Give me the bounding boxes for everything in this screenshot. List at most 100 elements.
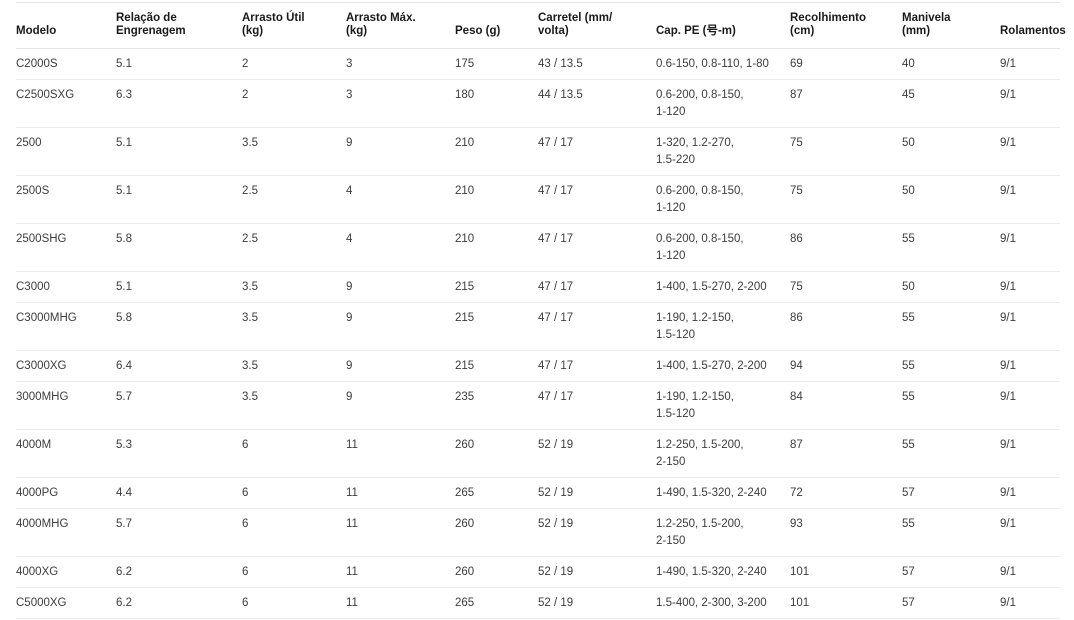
cell-cap_pe: 1-490, 1.5-320, 2-240	[656, 556, 790, 588]
cell-carretel: 47 / 17	[538, 223, 656, 272]
column-header-modelo: Modelo	[16, 2, 116, 49]
table-row: 4000MHG 5.7 6 11 260 52 / 19 1.2-250, 1.5-200,…	[16, 508, 1060, 557]
table-row: C3000XG 6.4 3.5 9 215 47 / 17 1-400, 1.5-270, …	[16, 350, 1060, 382]
cell-cap_pe: 1-400, 1.5-270, 2-200	[656, 350, 790, 382]
cell-rolamentos: 9/1	[1000, 79, 1060, 128]
cell-modelo: C3000MHG	[16, 302, 116, 351]
column-header-recolhimento: Recolhimento (cm)	[790, 2, 902, 49]
cell-recolhimento: 93	[790, 508, 902, 557]
cell-rolamentos: 9/1	[1000, 271, 1060, 303]
cell-peso: 215	[455, 350, 538, 382]
cell-carretel: 52 / 19	[538, 429, 656, 478]
cell-rolamentos: 9/1	[1000, 127, 1060, 176]
cell-manivela: 55	[902, 302, 1000, 351]
cell-cap_pe: 1.5-400, 2-300, 3-200	[656, 587, 790, 619]
cell-cap_pe: 1-190, 1.2-150, 1.5-120	[656, 381, 790, 430]
cell-carretel: 52 / 19	[538, 587, 656, 619]
cell-modelo: C2000S	[16, 48, 116, 80]
cell-arrasto_util: 2.5	[242, 175, 346, 224]
cell-arrasto_util: 2.5	[242, 223, 346, 272]
cell-arrasto_util: 6	[242, 429, 346, 478]
cell-cap_pe: 0.6-200, 0.8-150, 1-120	[656, 223, 790, 272]
cell-carretel: 52 / 19	[538, 508, 656, 557]
cell-recolhimento: 86	[790, 302, 902, 351]
cell-arrasto_util: 3.5	[242, 350, 346, 382]
cell-recolhimento: 75	[790, 127, 902, 176]
cell-arrasto_max: 11	[346, 477, 455, 509]
table-row: 2500S 5.1 2.5 4 210 47 / 17 0.6-200, 0.8-150, …	[16, 175, 1060, 224]
cell-relacao_engrenagem: 5.1	[116, 271, 242, 303]
table-row: 4000XG 6.2 6 11 260 52 / 19 1-490, 1.5-320, 2-…	[16, 556, 1060, 588]
cell-relacao_engrenagem: 6.2	[116, 587, 242, 619]
cell-modelo: 2500S	[16, 175, 116, 224]
cell-recolhimento: 84	[790, 381, 902, 430]
cell-recolhimento: 101	[790, 587, 902, 619]
cell-manivela: 40	[902, 48, 1000, 80]
cell-arrasto_max: 11	[346, 508, 455, 557]
cell-relacao_engrenagem: 5.7	[116, 381, 242, 430]
cell-manivela: 50	[902, 175, 1000, 224]
cell-carretel: 52 / 19	[538, 477, 656, 509]
table-row: 4000M 5.3 6 11 260 52 / 19 1.2-250, 1.5-200, 2…	[16, 429, 1060, 478]
cell-recolhimento: 87	[790, 79, 902, 128]
cell-rolamentos: 9/1	[1000, 429, 1060, 478]
cell-arrasto_max: 3	[346, 48, 455, 80]
table-row: C5000XG 6.2 6 11 265 52 / 19 1.5-400, 2-300, 3…	[16, 587, 1060, 619]
cell-peso: 215	[455, 302, 538, 351]
cell-carretel: 52 / 19	[538, 556, 656, 588]
cell-arrasto_util: 3.5	[242, 271, 346, 303]
cell-arrasto_util: 6	[242, 477, 346, 509]
header-row: Modelo Relação de Engrenagem Arrasto Útil …	[16, 2, 1066, 49]
cell-modelo: 4000PG	[16, 477, 116, 509]
cell-arrasto_util: 6	[242, 587, 346, 619]
cell-recolhimento: 86	[790, 223, 902, 272]
cell-carretel: 47 / 17	[538, 127, 656, 176]
column-header-cap_pe: Cap. PE (号-m)	[656, 2, 790, 49]
cell-relacao_engrenagem: 5.8	[116, 302, 242, 351]
cell-arrasto_max: 9	[346, 271, 455, 303]
cell-carretel: 47 / 17	[538, 381, 656, 430]
cell-carretel: 44 / 13.5	[538, 79, 656, 128]
cell-manivela: 55	[902, 350, 1000, 382]
cell-carretel: 47 / 17	[538, 175, 656, 224]
cell-modelo: 4000MHG	[16, 508, 116, 557]
cell-manivela: 55	[902, 508, 1000, 557]
cell-cap_pe: 1-490, 1.5-320, 2-240	[656, 477, 790, 509]
cell-arrasto_max: 3	[346, 79, 455, 128]
cell-rolamentos: 9/1	[1000, 556, 1060, 588]
cell-relacao_engrenagem: 5.1	[116, 127, 242, 176]
cell-modelo: 2500SHG	[16, 223, 116, 272]
cell-peso: 265	[455, 477, 538, 509]
cell-arrasto_util: 2	[242, 48, 346, 80]
cell-peso: 260	[455, 508, 538, 557]
cell-carretel: 47 / 17	[538, 271, 656, 303]
cell-manivela: 57	[902, 556, 1000, 588]
column-header-rolamentos: Rolamentos	[1000, 2, 1066, 49]
table-row: 2500 5.1 3.5 9 210 47 / 17 1-320, 1.2-270, 1.5…	[16, 127, 1060, 176]
cell-cap_pe: 1-190, 1.2-150, 1.5-120	[656, 302, 790, 351]
cell-recolhimento: 94	[790, 350, 902, 382]
cell-manivela: 45	[902, 79, 1000, 128]
cell-relacao_engrenagem: 6.2	[116, 556, 242, 588]
cell-cap_pe: 1.2-250, 1.5-200, 2-150	[656, 508, 790, 557]
cell-arrasto_util: 3.5	[242, 302, 346, 351]
cell-arrasto_max: 9	[346, 350, 455, 382]
column-header-manivela: Manivela (mm)	[902, 2, 1000, 49]
cell-modelo: 4000XG	[16, 556, 116, 588]
cell-cap_pe: 0.6-150, 0.8-110, 1-80	[656, 48, 790, 80]
cell-arrasto_util: 6	[242, 556, 346, 588]
column-header-arrasto_util: Arrasto Útil (kg)	[242, 2, 346, 49]
cell-relacao_engrenagem: 5.1	[116, 48, 242, 80]
cell-recolhimento: 87	[790, 429, 902, 478]
cell-modelo: 3000MHG	[16, 381, 116, 430]
cell-relacao_engrenagem: 6.3	[116, 79, 242, 128]
cell-manivela: 55	[902, 429, 1000, 478]
spec-table-body: C2000S 5.1 2 3 175 43 / 13.5 0.6-150, 0.8-110,…	[16, 48, 1060, 619]
cell-arrasto_max: 11	[346, 587, 455, 619]
cell-modelo: C2500SXG	[16, 79, 116, 128]
cell-modelo: C3000XG	[16, 350, 116, 382]
cell-arrasto_max: 9	[346, 302, 455, 351]
cell-arrasto_max: 4	[346, 223, 455, 272]
cell-rolamentos: 9/1	[1000, 223, 1060, 272]
